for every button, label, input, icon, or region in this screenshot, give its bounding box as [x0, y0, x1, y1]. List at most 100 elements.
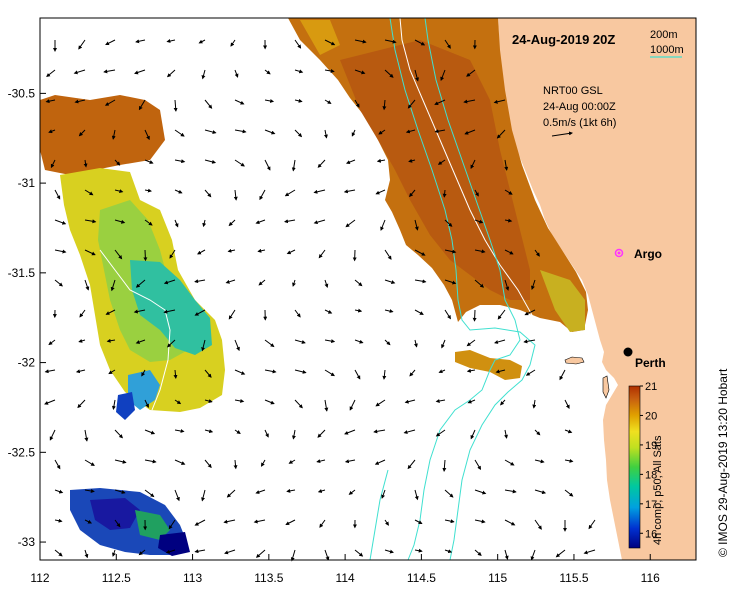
current-vector: [464, 129, 476, 135]
current-vector: [294, 399, 303, 409]
current-vector: [111, 129, 116, 140]
current-vector: [345, 219, 356, 228]
current-vector: [504, 459, 515, 466]
current-vector: [532, 399, 537, 409]
current-vector: [444, 489, 454, 498]
current-vector: [474, 519, 486, 524]
current-vector: [531, 279, 536, 290]
current-vector: [381, 489, 386, 499]
current-vector: [105, 39, 116, 46]
current-vector: [345, 159, 356, 164]
current-vector: [103, 69, 116, 74]
current-vector: [494, 339, 506, 344]
current-vector: [144, 219, 153, 226]
current-vector: [78, 129, 86, 137]
current-vector: [414, 519, 423, 524]
current-vector: [264, 159, 271, 171]
current-vector: [201, 489, 206, 502]
current-vector: [294, 369, 307, 374]
current-vector: [138, 99, 146, 111]
current-vector: [112, 549, 116, 557]
current-vector: [524, 309, 536, 316]
credit-text: © IMOS 29-Aug-2019 13:20 Hobart: [716, 368, 730, 557]
current-vector: [292, 279, 296, 287]
current-vector: [444, 549, 453, 554]
current-vector: [343, 189, 356, 194]
current-vector: [384, 309, 394, 313]
current-vector: [143, 249, 148, 262]
current-vector: [228, 309, 236, 320]
current-vector: [525, 369, 536, 376]
current-vector: [354, 39, 367, 44]
colorbar: [628, 385, 641, 549]
sst-patches: [40, 18, 588, 556]
current-vector: [442, 189, 447, 198]
current-vector: [135, 39, 146, 44]
current-vector: [496, 129, 506, 139]
current-vector: [284, 219, 296, 224]
current-vector: [144, 188, 152, 193]
current-vector: [313, 189, 326, 194]
current-vector: [384, 279, 396, 284]
current-vector: [474, 549, 482, 556]
isobath-1000m-label: 1000m: [650, 44, 684, 56]
current-vector: [135, 339, 146, 344]
current-vector: [234, 398, 245, 403]
current-vectors: [44, 39, 596, 562]
current-vector: [73, 69, 86, 75]
current-vector: [84, 489, 95, 493]
current-vector: [83, 159, 88, 168]
current-vector: [354, 369, 361, 380]
current-vector: [324, 99, 332, 104]
plot-area: Argo Perth 24-Aug-2019 20Z 200m 1000m NR…: [39, 17, 697, 562]
current-vector: [48, 129, 56, 134]
current-vector: [559, 369, 566, 381]
current-vector: [166, 39, 176, 43]
current-vector: [144, 429, 156, 435]
current-vector: [294, 69, 304, 74]
current-vector: [555, 549, 566, 558]
land-garden-island: [602, 375, 610, 399]
current-vector: [474, 489, 487, 495]
current-vector: [174, 459, 186, 465]
map-title: 24-Aug-2019 20Z: [512, 32, 615, 47]
current-vector: [108, 369, 116, 375]
current-vector: [294, 309, 301, 318]
current-vector: [534, 489, 547, 495]
current-vector: [144, 489, 155, 498]
current-vector: [463, 99, 476, 104]
current-vector: [264, 339, 275, 348]
current-vector: [474, 249, 486, 254]
current-vector: [288, 459, 296, 464]
current-vector: [264, 399, 275, 405]
current-vector: [204, 129, 217, 134]
product-line-2: 24-Aug 00:00Z: [543, 101, 616, 113]
current-vector: [253, 519, 266, 524]
current-vector: [166, 69, 176, 78]
current-vector: [294, 129, 303, 138]
current-vector: [504, 519, 516, 526]
current-vector: [324, 309, 333, 314]
current-vector: [564, 458, 574, 463]
current-vector: [84, 549, 89, 559]
current-vector: [78, 39, 86, 50]
current-vector: [264, 98, 275, 103]
current-vector: [84, 219, 97, 224]
current-vector: [110, 279, 116, 292]
plot-frame: [39, 17, 697, 561]
current-vector: [434, 99, 446, 106]
current-vector: [44, 399, 56, 405]
current-vector: [405, 129, 416, 134]
current-vector: [291, 429, 296, 440]
current-vector: [382, 99, 387, 111]
current-vector: [530, 549, 536, 561]
current-vector: [474, 279, 485, 288]
current-vector: [470, 159, 476, 170]
current-vector: [75, 369, 86, 374]
current-vector: [141, 369, 146, 377]
current-vector: [354, 69, 366, 75]
current-vector: [194, 309, 206, 316]
argo-marker: [614, 248, 624, 258]
current-vector: [384, 549, 394, 554]
current-vector: [260, 459, 266, 467]
